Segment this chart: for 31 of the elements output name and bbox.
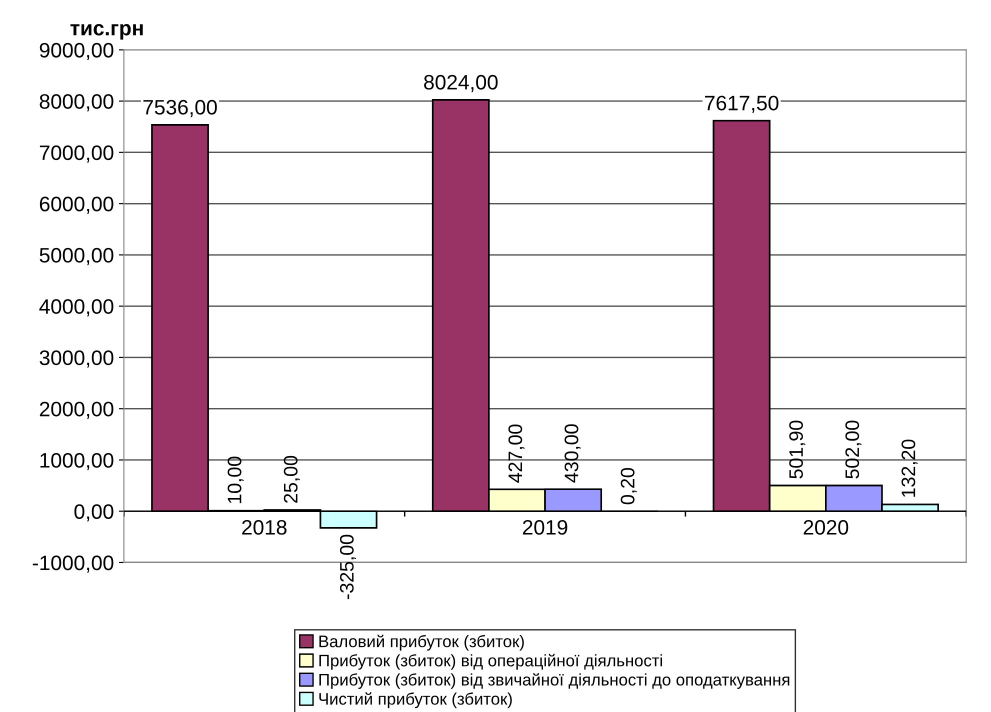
y-tick-label: 1000,00 — [40, 452, 114, 470]
data-label: 10,00 — [228, 456, 244, 504]
data-label: 0,20 — [620, 468, 637, 504]
y-axis-title: тис.грн — [70, 24, 143, 40]
y-tick-label: 4000,00 — [39, 299, 114, 316]
y-tick-label: -1000,00 — [32, 555, 114, 573]
legend-label: Валовий прибуток (збиток) — [319, 634, 524, 651]
data-label: 427,00 — [508, 424, 524, 483]
y-tick-label: 6000,00 — [40, 196, 114, 214]
x-tick-label: 2018 — [242, 520, 287, 535]
data-label: 25,00 — [284, 456, 300, 503]
data-label: 502,00 — [845, 420, 862, 479]
y-tick-label: 0,00 — [74, 504, 114, 522]
y-tick-label: 8000,00 — [40, 94, 114, 112]
legend-label: Чистий прибуток (збиток) — [319, 692, 512, 708]
data-label: 7617,50 — [705, 96, 778, 113]
y-tick-label: 2000,00 — [40, 402, 114, 419]
data-label: 501,90 — [789, 420, 806, 479]
y-tick-label: 3000,00 — [40, 350, 114, 368]
legend-label: Прибуток (збиток) від операційної діяльності — [319, 654, 662, 670]
data-label: 430,00 — [564, 424, 581, 483]
data-label: -325,00 — [340, 534, 356, 600]
y-tick-label: 9000,00 — [40, 42, 114, 60]
legend-label: Прибуток (збиток) від звичайної діяльності до оподаткування — [319, 673, 790, 689]
x-tick-label: 2019 — [522, 520, 568, 535]
x-tick-label: 2020 — [804, 520, 848, 535]
data-label: 7536,00 — [143, 100, 217, 118]
data-label: 8024,00 — [424, 74, 498, 92]
y-tick-label: 5000,00 — [40, 248, 114, 266]
data-label: 132,20 — [902, 440, 918, 497]
y-tick-label: 7000,00 — [40, 145, 114, 163]
